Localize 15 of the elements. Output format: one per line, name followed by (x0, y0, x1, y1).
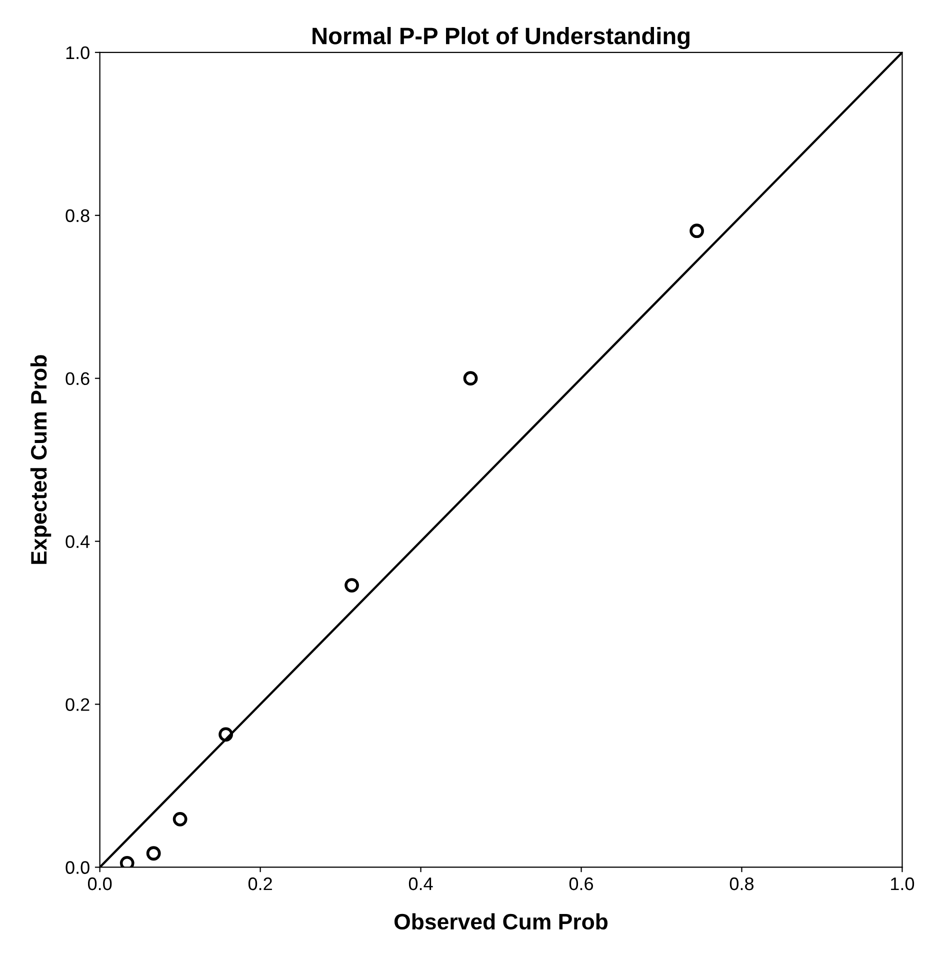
chart-title: Normal P-P Plot of Understanding (312, 26, 690, 50)
x-tick-label: 1.0 (891, 877, 914, 890)
x-axis-title: Observed Cum Prob (394, 913, 608, 930)
x-tick-label: 0.4 (408, 877, 433, 890)
y-tick-label: 0.8 (66, 209, 90, 222)
y-tick-label: 0.2 (66, 698, 90, 711)
x-tick-label: 0.0 (88, 877, 112, 890)
x-tick-label: 0.8 (730, 877, 754, 890)
y-tick-label: 0.4 (66, 535, 90, 548)
y-tick-label: 1.0 (66, 46, 90, 60)
x-tick-label: 0.2 (248, 877, 272, 890)
y-tick-label: 0.6 (66, 372, 90, 386)
y-axis-title: Expected Cum Prob (30, 355, 52, 564)
y-tick-label: 0.0 (66, 861, 90, 874)
x-tick-label: 0.6 (569, 877, 594, 890)
